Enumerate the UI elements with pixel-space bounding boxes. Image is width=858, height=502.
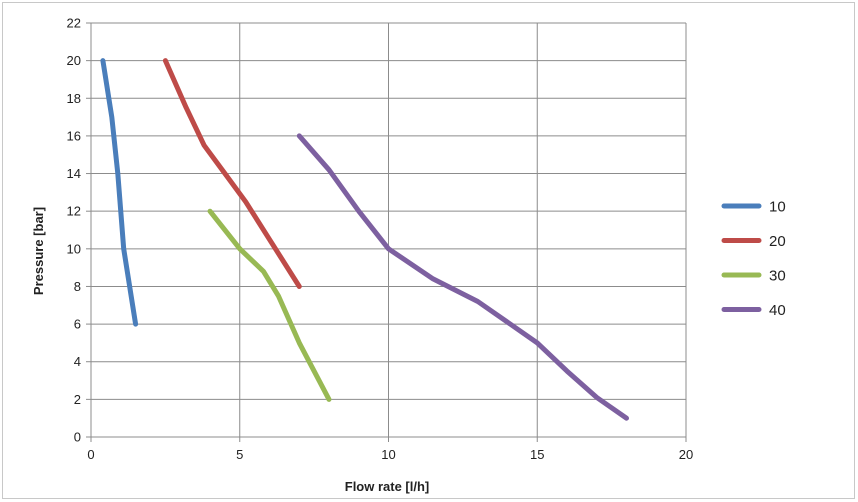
legend: 10 20 30 40	[721, 199, 786, 319]
y-tick-label: 2	[74, 392, 81, 407]
y-axis-title: Pressure [bar]	[31, 207, 46, 295]
y-tick-label: 4	[74, 354, 81, 369]
grid-lines	[90, 22, 687, 438]
line-chart: 0 2 4 6 8 10 12 14 16 18 20 22 0 5 10 15 20 10 20 30 40 Fl…	[31, 16, 786, 495]
x-tick-label: 0	[87, 447, 94, 462]
legend-label-30: 30	[769, 268, 786, 285]
y-tick-label: 18	[67, 91, 81, 106]
series-line-20	[162, 58, 302, 289]
y-tick-label: 20	[67, 53, 81, 68]
x-tick-label: 5	[236, 447, 243, 462]
y-tick-label: 14	[67, 166, 81, 181]
y-tick-label: 16	[67, 128, 81, 143]
legend-label-10: 10	[769, 199, 786, 216]
series-line-30	[207, 208, 332, 402]
y-tick-label: 8	[74, 279, 81, 294]
legend-label-40: 40	[769, 302, 786, 319]
y-axis-ticks: 0 2 4 6 8 10 12 14 16 18 20 22	[67, 16, 91, 445]
x-axis-ticks: 0 5 10 15 20	[87, 437, 693, 462]
y-tick-label: 22	[67, 16, 81, 31]
y-tick-label: 0	[74, 430, 81, 445]
x-tick-label: 15	[530, 447, 544, 462]
y-tick-label: 6	[74, 317, 81, 332]
x-axis-title: Flow rate [l/h]	[345, 479, 430, 494]
legend-label-20: 20	[769, 233, 786, 250]
x-tick-label: 20	[679, 447, 693, 462]
series-lines	[100, 58, 629, 421]
y-tick-label: 10	[67, 241, 81, 256]
series-line-10	[100, 58, 139, 327]
series-line-40	[296, 133, 629, 421]
y-tick-label: 12	[67, 204, 81, 219]
x-tick-label: 10	[381, 447, 395, 462]
